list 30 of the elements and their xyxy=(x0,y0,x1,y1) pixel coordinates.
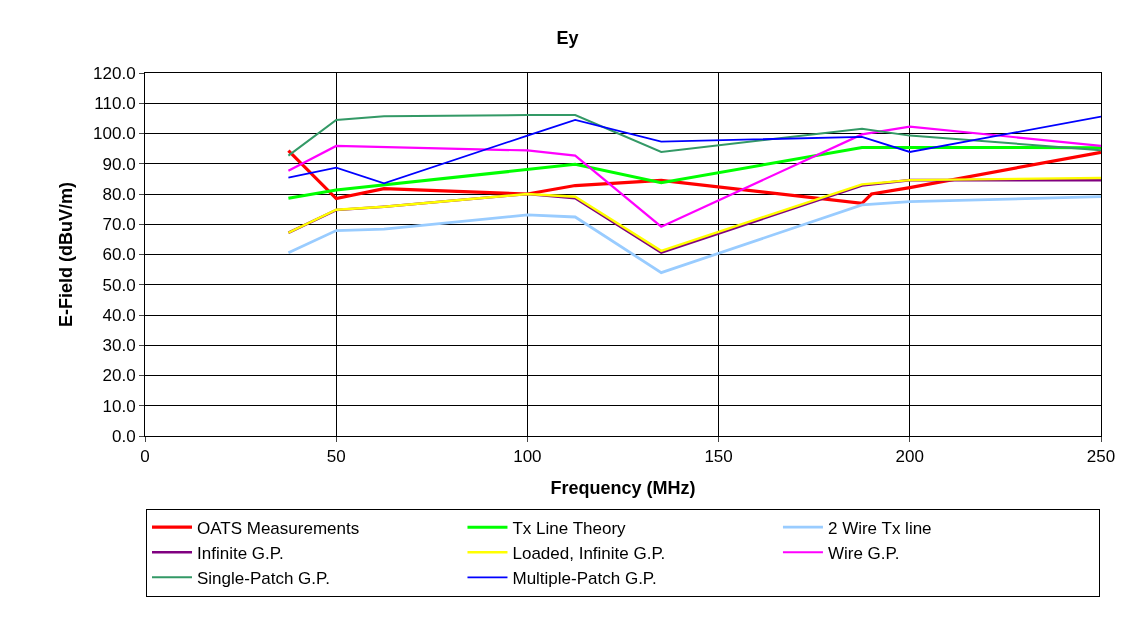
x-tick-label: 50 xyxy=(326,447,346,467)
x-tick-label: 150 xyxy=(704,447,733,467)
legend-label: Single-Patch G.P. xyxy=(197,568,330,588)
y-tick-label: 90.0 xyxy=(102,154,136,174)
y-tick-label: 80.0 xyxy=(102,184,136,204)
y-tick-label: 100.0 xyxy=(93,124,136,144)
legend-label: Tx Line Theory xyxy=(512,518,627,538)
legend-label: Infinite G.P. xyxy=(197,543,284,563)
legend-label: Multiple-Patch G.P. xyxy=(512,568,657,588)
y-axis-title: E-Field (dBuV/m) xyxy=(56,182,77,327)
y-tick-label: 70.0 xyxy=(102,215,136,235)
chart-title: Ey xyxy=(556,27,579,48)
x-tick-label: 200 xyxy=(895,447,924,467)
y-tick-label: 120.0 xyxy=(93,63,136,83)
y-tick-label: 60.0 xyxy=(102,245,136,265)
y-tick-label: 0.0 xyxy=(111,426,136,446)
x-tick-label: 100 xyxy=(513,447,542,467)
x-tick-label: 250 xyxy=(1086,447,1116,467)
legend-label: Wire G.P. xyxy=(827,543,900,563)
y-tick-label: 40.0 xyxy=(102,305,136,325)
y-tick-label: 50.0 xyxy=(102,275,136,295)
y-tick-label: 20.0 xyxy=(102,366,136,386)
legend-label: OATS Measurements xyxy=(197,518,360,538)
x-axis-title: Frequency (MHz) xyxy=(550,477,696,498)
legend-label: 2 Wire Tx line xyxy=(827,518,932,538)
x-tick-label: 0 xyxy=(140,447,150,467)
y-tick-label: 10.0 xyxy=(102,396,136,416)
y-tick-label: 30.0 xyxy=(102,336,136,356)
legend-label: Loaded, Infinite G.P. xyxy=(512,543,666,563)
y-tick-label: 110.0 xyxy=(94,94,136,114)
